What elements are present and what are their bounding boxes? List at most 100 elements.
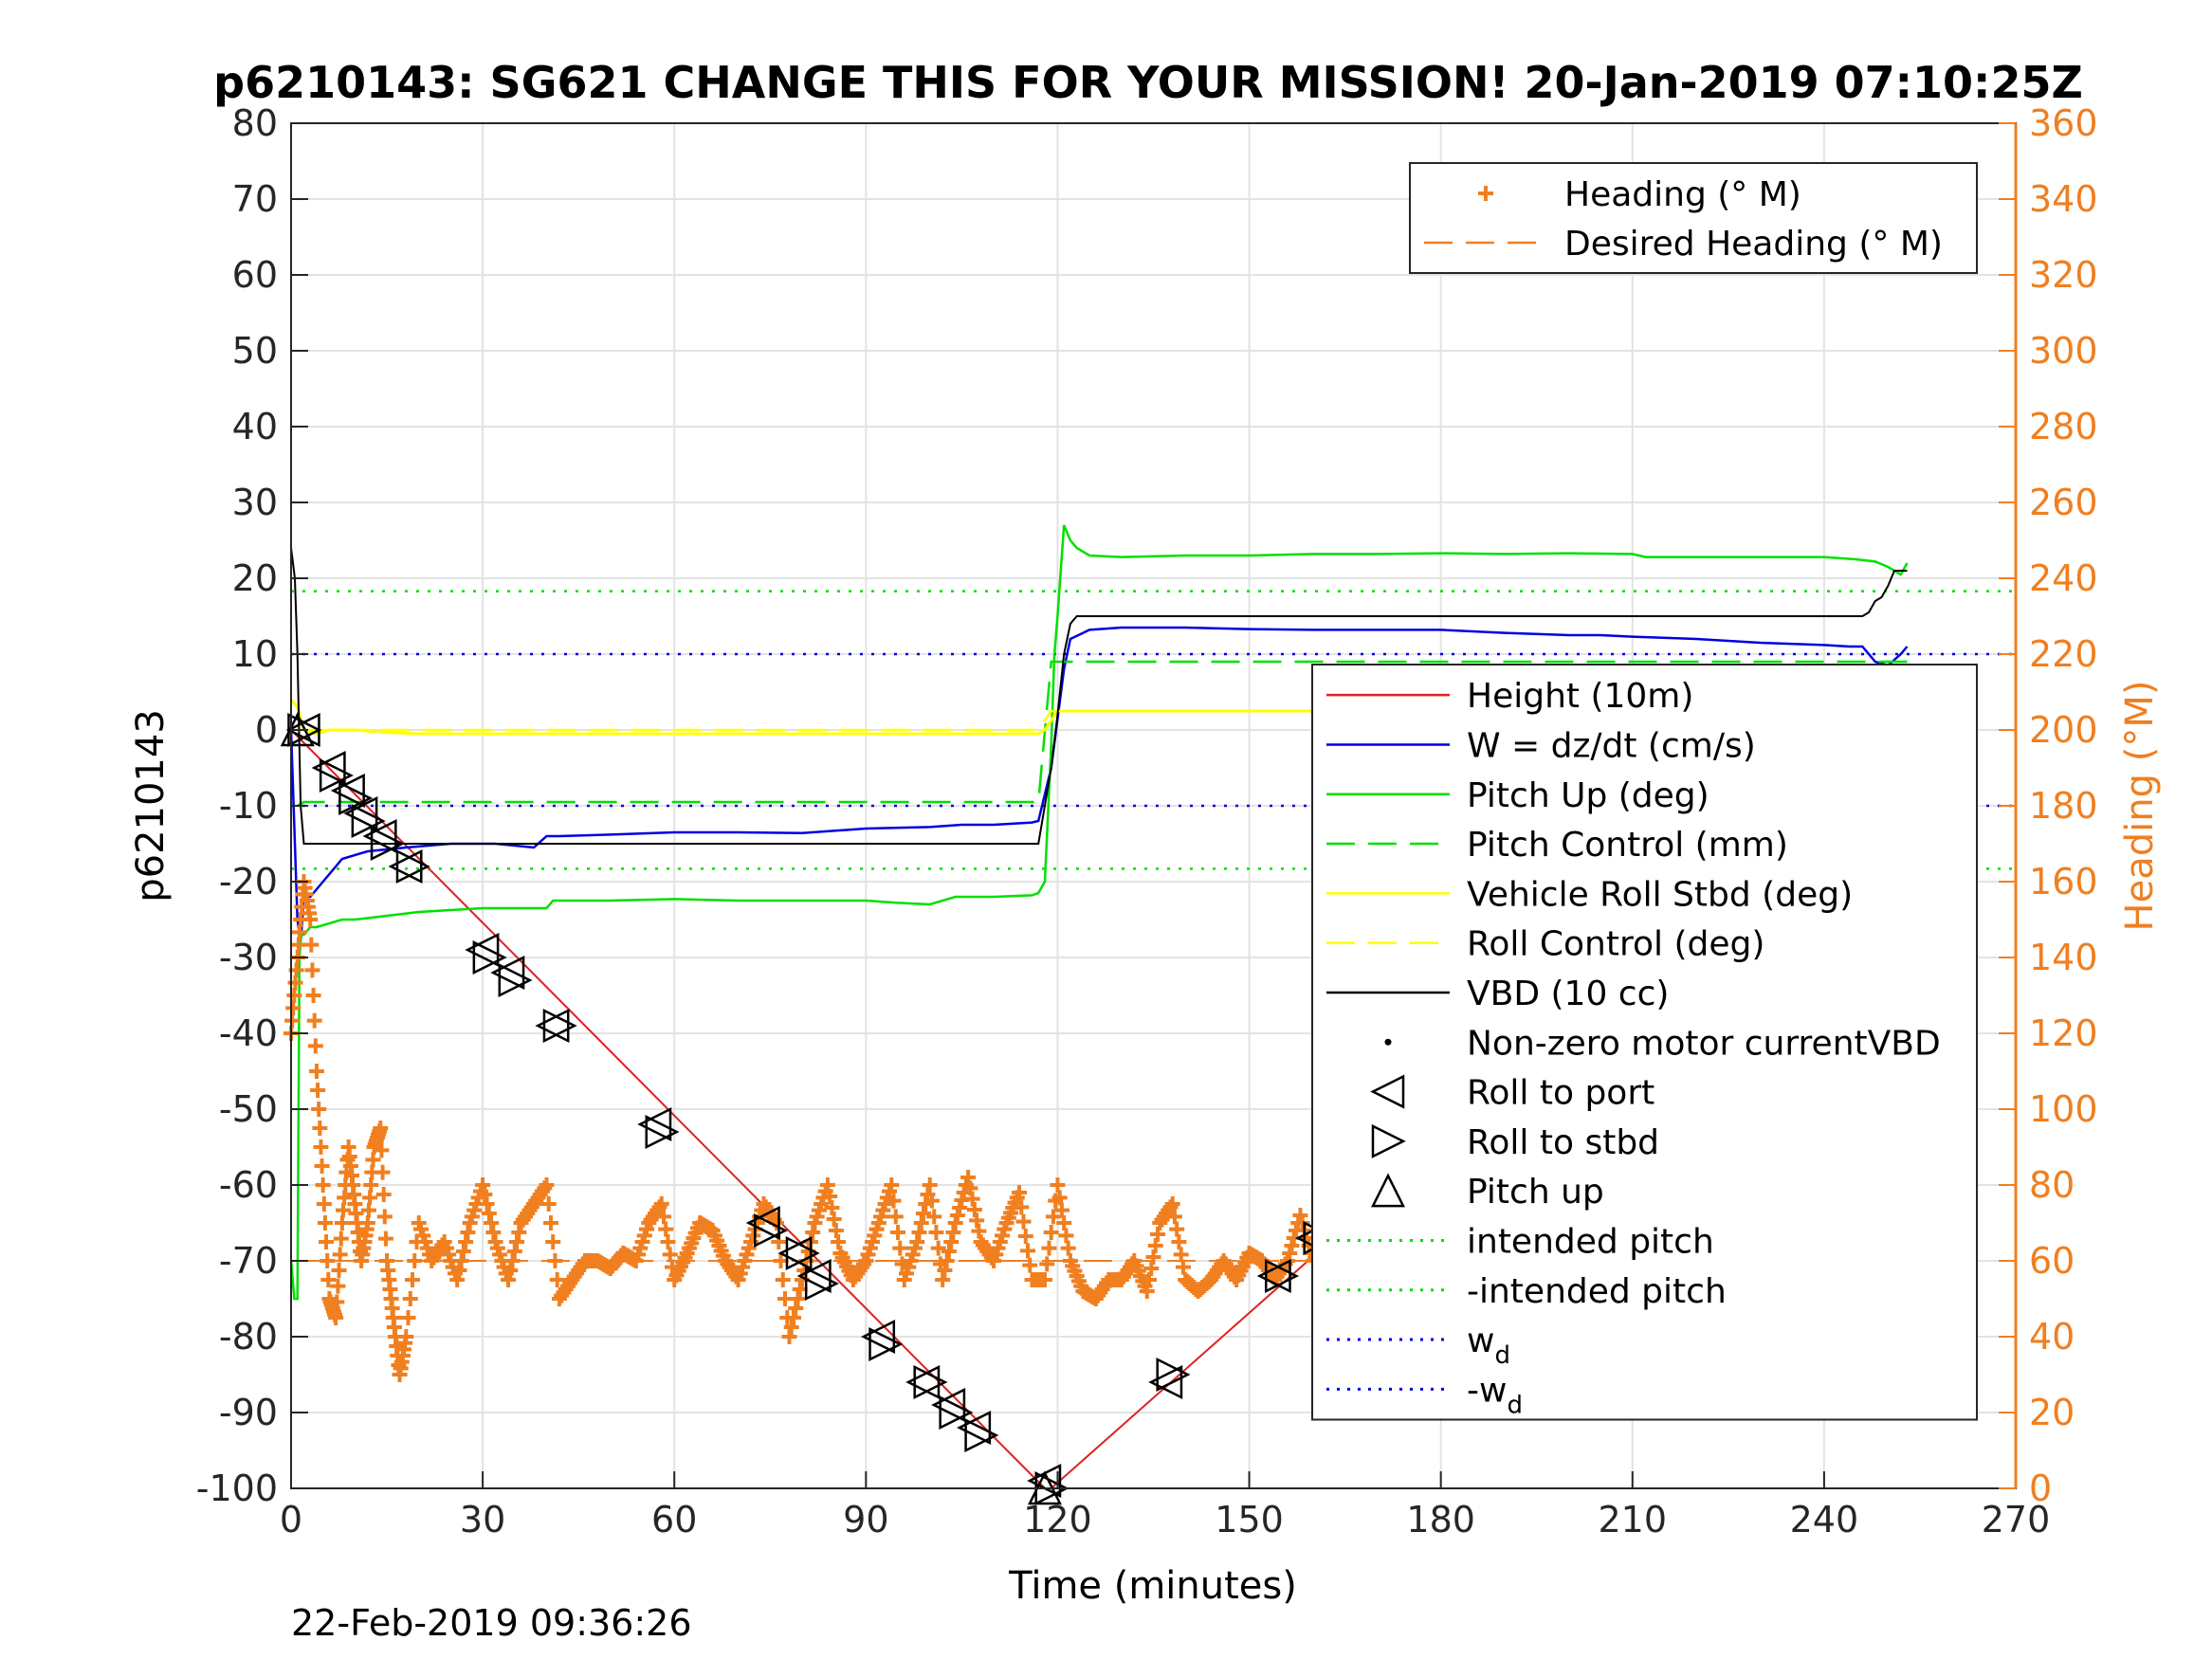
heading-point-349 [911, 1225, 927, 1240]
tick-label-right-40: 40 [2029, 1316, 2075, 1358]
heading-point-88 [376, 1209, 393, 1225]
series-pitch-up-deg [289, 524, 1909, 1301]
tick-label-right-360: 360 [2029, 102, 2098, 144]
tick-label-x-90: 90 [843, 1499, 888, 1540]
heading-point-46 [332, 1247, 348, 1263]
tick-label-left-10: 10 [232, 633, 278, 675]
tick-label-x-120: 120 [1023, 1499, 1092, 1540]
heading-point-21 [305, 988, 321, 1003]
heading-point-179 [549, 1272, 565, 1287]
heading-point-145 [477, 1187, 493, 1202]
legend-main-label-4: Vehicle Roll Stbd (deg) [1467, 875, 1853, 914]
tick-label-right-100: 100 [2029, 1088, 2098, 1130]
heading-point-409 [1039, 1256, 1055, 1272]
heading-point-176 [542, 1215, 558, 1231]
tick-label-left-80: 80 [232, 102, 278, 144]
heading-point-410 [1041, 1240, 1057, 1256]
roll-to-port-marker-7 [490, 955, 525, 991]
heading-point-306 [819, 1177, 835, 1193]
heading-point-471 [1171, 1234, 1187, 1249]
heading-point-356 [926, 1209, 942, 1225]
roll-to-port-marker-12 [796, 1258, 832, 1294]
heading-point-360 [935, 1272, 951, 1287]
roll-to-port-marker-14 [905, 1364, 941, 1400]
tick-label-right-300: 300 [2029, 330, 2098, 372]
heading-point-177 [545, 1234, 561, 1249]
heading-point-146 [479, 1196, 495, 1212]
heading-point-29 [314, 1158, 330, 1174]
tick-label-right-20: 20 [2029, 1392, 2075, 1433]
roll-to-stbd-marker-11 [785, 1235, 820, 1271]
legend-heading: Heading (° M) Desired Heading (° M) [1409, 162, 1978, 274]
legend-main-label-3: Pitch Control (mm) [1467, 826, 1788, 865]
heading-point-85 [374, 1142, 390, 1158]
tick-label-left--80: -80 [219, 1316, 278, 1358]
tick-label-left--90: -90 [219, 1392, 278, 1433]
heading-point-408 [1036, 1272, 1052, 1287]
heading-point-49 [336, 1202, 352, 1218]
heading-point-33 [319, 1234, 335, 1249]
heading-point-136 [458, 1234, 474, 1249]
heading-point-35 [320, 1272, 337, 1287]
heading-point-137 [460, 1225, 476, 1240]
tick-label-x-180: 180 [1406, 1499, 1475, 1540]
roll-to-port-marker-19 [1256, 1258, 1291, 1294]
heading-point-43 [329, 1294, 345, 1310]
y-axis-label-left: p6210143 [129, 709, 173, 902]
heading-point-32 [317, 1215, 333, 1231]
heading-point-286 [777, 1291, 793, 1306]
roll-to-port-marker-17 [1027, 1463, 1062, 1499]
heading-point-339 [890, 1225, 906, 1240]
legend-main-sample-10 [1370, 1173, 1406, 1208]
heading-point-132 [449, 1272, 466, 1287]
roll-to-stbd-marker-10 [754, 1212, 789, 1249]
series-vbd-10-cc [290, 547, 1908, 845]
right-axis: 3603403203002802602402202001801601401201… [1999, 102, 2098, 1509]
heading-point-227 [651, 1199, 667, 1215]
heading-point-399 [1017, 1229, 1033, 1244]
tick-label-x-30: 30 [460, 1499, 505, 1540]
tick-label-left--100: -100 [196, 1468, 278, 1509]
tick-label-left--40: -40 [219, 1012, 278, 1054]
heading-point-376 [969, 1212, 985, 1229]
heading-point-340 [892, 1240, 908, 1256]
heading-point-160 [509, 1234, 525, 1249]
roll-to-stbd-marker-8 [542, 1008, 577, 1044]
tick-label-x-210: 210 [1599, 1499, 1668, 1540]
heading-point-42 [328, 1310, 344, 1325]
heading-point-309 [826, 1212, 842, 1227]
left-axis: 80 70 60 50 40 30 20 10 0 -10 -20 -30 -40 -50 -60 -70 -8… [196, 102, 308, 1509]
tick-label-right-0: 0 [2029, 1468, 2052, 1509]
roll-to-port-marker-2 [330, 773, 365, 809]
x-axis-label: Time (minutes) [1008, 1564, 1297, 1608]
heading-point-366 [947, 1215, 963, 1231]
roll-to-port-marker-10 [745, 1205, 780, 1241]
heading-point-288 [781, 1329, 797, 1344]
heading-point-308 [824, 1200, 840, 1215]
roll-to-stbd-marker-15 [939, 1395, 974, 1431]
heading-point-24 [308, 1064, 324, 1079]
tick-label-left--30: -30 [219, 937, 278, 978]
heading-point-161 [511, 1225, 527, 1240]
heading-point-337 [886, 1193, 902, 1209]
tick-label-left-70: 70 [232, 178, 278, 220]
heading-point-396 [1012, 1185, 1028, 1200]
heading-point-44 [330, 1278, 346, 1294]
heading-point-354 [922, 1177, 938, 1193]
roll-to-port-marker-4 [362, 818, 397, 854]
tick-label-x-0: 0 [280, 1499, 302, 1540]
legend-main-label-2: Pitch Up (deg) [1467, 776, 1709, 815]
roll-to-stbd-marker-3 [351, 803, 386, 839]
heading-point-149 [485, 1225, 502, 1240]
tick-label-x-150: 150 [1215, 1499, 1284, 1540]
roll-to-stbd-marker-7 [498, 962, 533, 998]
roll-to-stbd-marker-9 [645, 1114, 680, 1150]
legend-main-label-1: W = dz/dt (cm/s) [1467, 726, 1756, 765]
legend-main-sample-9 [1371, 1123, 1406, 1158]
roll-to-port-marker-9 [637, 1106, 672, 1142]
heading-point-361 [937, 1263, 953, 1278]
tick-label-left--70: -70 [219, 1240, 278, 1282]
heading-point-144 [475, 1177, 491, 1193]
tick-label-x-60: 60 [651, 1499, 697, 1540]
heading-point-45 [331, 1263, 347, 1278]
